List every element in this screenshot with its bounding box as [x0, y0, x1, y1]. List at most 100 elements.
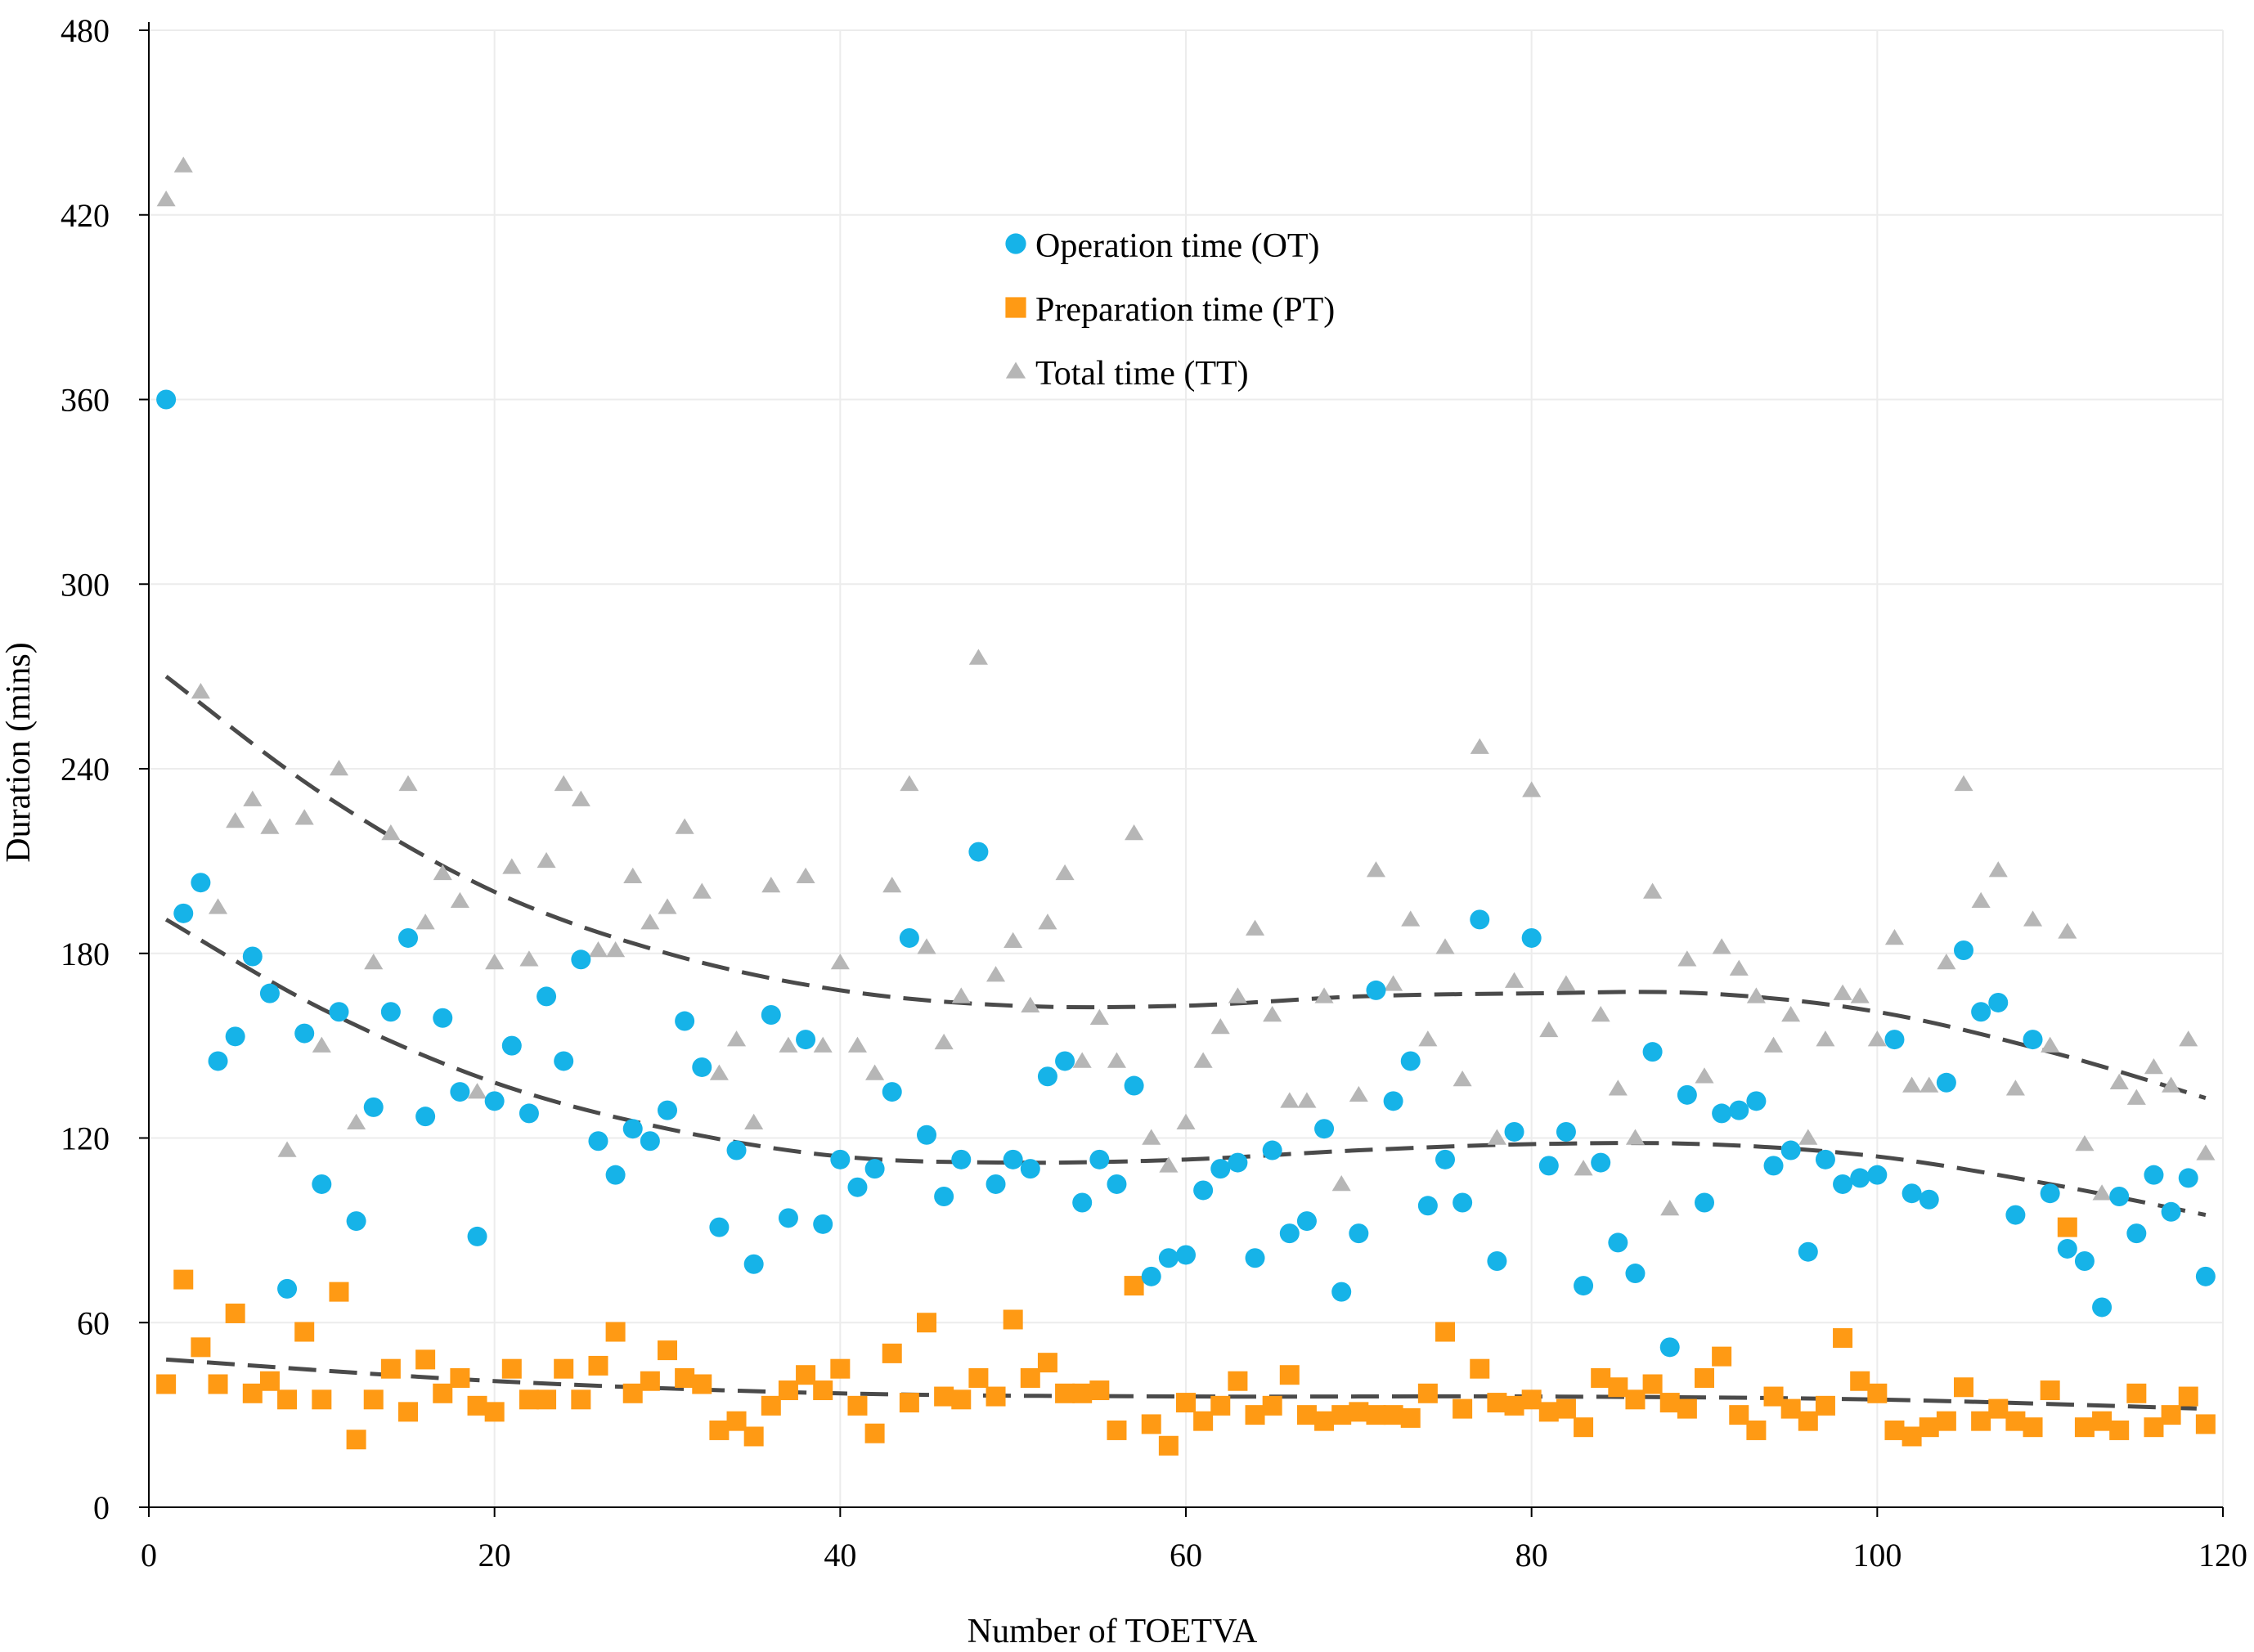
pt-data-point [2092, 1411, 2113, 1431]
legend: Operation time (OT) Preparation time (PT)… [1005, 227, 1335, 393]
pt-data-point [986, 1386, 1006, 1407]
ot-data-point [1677, 1084, 1697, 1105]
pt-data-point [1400, 1407, 1421, 1428]
ot-data-point [1988, 992, 2009, 1012]
ot-data-point [899, 927, 919, 948]
pt-data-point [1833, 1328, 1853, 1349]
tt-data-point [847, 1036, 868, 1053]
ot-data-point [191, 873, 211, 893]
ot-data-point [2144, 1165, 2164, 1185]
ot-data-point [1314, 1119, 1335, 1139]
tt-data-point [1176, 1113, 1196, 1129]
ot-data-point [1487, 1251, 1507, 1271]
trendline-ot [164, 918, 2207, 1218]
pt-data-point [1003, 1309, 1023, 1330]
pt-data-point [1470, 1358, 1490, 1379]
x-tick-label: 100 [1852, 1537, 1902, 1573]
ot-data-point [433, 1008, 453, 1028]
pt-data-point [208, 1374, 228, 1394]
ot-data-point [2161, 1201, 2181, 1222]
ot-data-point [1833, 1174, 1853, 1194]
ot-data-point [484, 1091, 505, 1111]
trendline-pt [165, 1357, 2206, 1412]
tt-data-point [744, 1113, 764, 1129]
pt-data-point [1504, 1395, 1524, 1416]
pt-data-point [191, 1337, 211, 1358]
tt-data-point [1263, 1006, 1282, 1022]
ot-data-point [225, 1026, 245, 1047]
tt-data-point [1470, 738, 1489, 754]
tt-data-point [865, 1064, 885, 1080]
tt-data-point [243, 790, 263, 806]
tt-data-point [2041, 1036, 2060, 1053]
ot-data-point [2092, 1297, 2113, 1318]
x-tick-label: 80 [1515, 1537, 1548, 1573]
ot-data-point [726, 1140, 747, 1160]
ot-data-point [259, 983, 280, 1003]
tt-data-point [1591, 1006, 1610, 1022]
ot-data-point [329, 1002, 349, 1022]
tt-data-point [277, 1141, 297, 1157]
tt-data-point [1677, 950, 1697, 967]
ot-data-point [1659, 1337, 1680, 1358]
ot-data-point [1366, 980, 1386, 1000]
ot-data-point [1712, 1103, 1732, 1124]
tt-data-point [1453, 1071, 1472, 1087]
ot-data-point [208, 1051, 228, 1071]
ot-data-point [743, 1254, 764, 1274]
ot-data-point [622, 1119, 643, 1139]
y-tick-label: 180 [61, 936, 110, 972]
legend-pt-marker [1005, 297, 1026, 318]
tt-data-point [1625, 1129, 1646, 1145]
tt-data-point [1539, 1021, 1559, 1038]
tt-data-point [606, 940, 626, 958]
tt-data-point [2005, 1080, 2025, 1096]
tt-data-point [882, 876, 902, 893]
y-tick-label: 60 [77, 1304, 110, 1341]
ot-data-point [1279, 1223, 1300, 1244]
pt-data-point [1141, 1414, 1161, 1434]
ot-data-point [2040, 1183, 2060, 1204]
trendlines [164, 675, 2207, 1412]
ot-data-point [847, 1177, 868, 1197]
pt-data-point [2057, 1217, 2077, 1237]
ot-data-point [1504, 1121, 1524, 1142]
tt-data-point [1867, 1030, 1887, 1047]
ot-data-point [1296, 1211, 1317, 1232]
pt-data-point [484, 1402, 505, 1422]
gridlines [149, 29, 2224, 1507]
tt-data-point [1125, 824, 1144, 841]
ot-data-point [1867, 1165, 1888, 1185]
pt-data-point [1314, 1411, 1335, 1431]
tt-data-point [381, 824, 401, 841]
ot-data-point [1072, 1192, 1093, 1213]
tt-data-point [934, 1033, 954, 1050]
pt-data-point [951, 1389, 972, 1410]
ot-data-point [605, 1165, 626, 1185]
tt-data-point [398, 774, 418, 792]
ot-data-point [1141, 1266, 1161, 1286]
pt-data-point [761, 1395, 781, 1416]
pt-data-point [329, 1282, 349, 1302]
pt-data-point [709, 1420, 730, 1440]
pt-data-point [1020, 1367, 1040, 1388]
pt-data-point [1625, 1389, 1646, 1410]
legend-ot-label: Operation time (OT) [1035, 227, 1320, 265]
pt-data-point [537, 1389, 557, 1410]
pt-data-point [1193, 1411, 1214, 1431]
tt-data-point [208, 898, 228, 914]
pt-data-point [259, 1371, 280, 1391]
ot-data-point [1055, 1051, 1075, 1071]
ot-data-point [2023, 1030, 2043, 1050]
ot-data-point [571, 949, 591, 970]
tt-data-point [1245, 919, 1265, 936]
pt-data-point [1954, 1377, 1973, 1398]
pt-data-point [225, 1303, 245, 1323]
tt-data-point [2092, 1184, 2112, 1201]
pt-data-point [398, 1402, 418, 1422]
tt-data-point [1746, 987, 1766, 1003]
pt-data-point [1867, 1383, 1888, 1403]
ot-data-point [1124, 1075, 1144, 1096]
